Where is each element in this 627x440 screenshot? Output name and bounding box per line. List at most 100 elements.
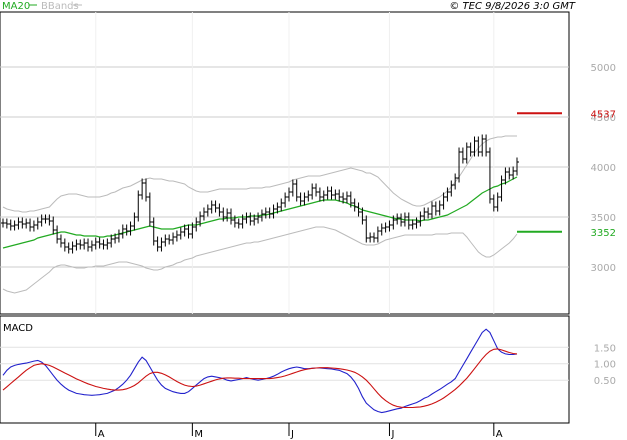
ohlc-bar — [24, 218, 29, 229]
ohlc-bar — [360, 207, 365, 225]
macd-grid — [0, 346, 569, 381]
ohlc-bar — [248, 212, 253, 226]
ohlc-bar — [35, 217, 40, 230]
ohlc-bar — [387, 220, 392, 232]
ohlc-bar — [86, 238, 91, 252]
ohlc-bar — [383, 222, 388, 233]
ohlc-bar — [341, 192, 346, 204]
ohlc-bar — [101, 239, 106, 250]
ohlc-bar — [314, 183, 319, 197]
ohlc-bar — [209, 200, 214, 214]
ohlc-bar — [174, 230, 179, 242]
ohlc-bar — [1, 218, 5, 228]
ohlc-bar — [306, 190, 311, 202]
ohlc-bar — [445, 187, 450, 202]
ohlc-bar — [429, 201, 434, 219]
ohlc-bar — [457, 147, 462, 183]
ohlc-bar — [472, 136, 477, 157]
ohlc-bar — [453, 173, 458, 190]
ohlc-bar — [356, 202, 361, 217]
ohlc-bar — [159, 237, 164, 252]
ohlc-bar — [511, 166, 516, 180]
ohlc-bar — [364, 215, 369, 243]
bband-upper-line — [2, 135, 517, 213]
ohlc-bar — [495, 192, 500, 212]
ohlc-bar — [499, 175, 504, 202]
ohlc-bar — [391, 215, 396, 230]
ohlc-bar — [480, 134, 485, 157]
x-tick-label: M — [194, 429, 203, 440]
price-grid — [0, 12, 569, 314]
ohlc-bar — [352, 198, 357, 212]
ohlc-bar — [194, 217, 199, 232]
x-tick-label: A — [98, 429, 105, 440]
macd-title: MACD — [3, 323, 33, 334]
ohlc-bar — [97, 237, 102, 249]
macd-lines — [2, 328, 518, 414]
ohlc-bar — [113, 233, 118, 244]
ohlc-bar — [426, 207, 431, 219]
ohlc-bar — [271, 204, 276, 219]
ohlc-bar — [93, 237, 98, 250]
ohlc-bar — [464, 142, 469, 164]
ohlc-bar — [503, 167, 508, 185]
ohlc-bar — [186, 224, 191, 239]
ohlc-bar — [43, 214, 48, 224]
ohlc-bar — [344, 191, 349, 204]
ohlc-bar — [198, 211, 203, 227]
ohlc-bar — [20, 217, 25, 229]
ohlc-bar — [263, 207, 268, 219]
price-y-tick-label: 4000 — [591, 163, 616, 174]
ohlc-bar — [372, 232, 377, 243]
ohlc-bar — [58, 234, 63, 248]
ohlc-bar — [460, 147, 465, 164]
ohlc-bar — [325, 186, 330, 200]
ohlc-bar — [333, 189, 338, 200]
ohlc-bar — [201, 207, 206, 221]
bbands — [2, 135, 518, 294]
ohlc-bar — [449, 180, 454, 197]
ohlc-bar — [294, 179, 299, 202]
ohlc-bar — [62, 238, 67, 252]
ohlc-bar — [437, 200, 442, 216]
ohlc-bar — [155, 236, 160, 252]
ohlc-bar — [410, 219, 415, 230]
ohlc-bar — [213, 200, 218, 213]
ohlc-bar — [286, 187, 291, 202]
ohlc-bar — [74, 239, 79, 251]
ohlc-bar — [395, 213, 400, 225]
ohlc-bar — [55, 225, 60, 244]
ohlc-bar — [178, 227, 183, 240]
ohlc-bar — [232, 215, 237, 228]
ohlc-bar — [221, 207, 226, 222]
ohlc-bar — [136, 190, 141, 222]
price-y-tick-label: 3000 — [591, 263, 616, 274]
ohlc-bar — [51, 216, 56, 235]
ohlc-bar — [298, 192, 303, 206]
ohlc-bar — [109, 234, 114, 248]
macd-y-tick-label: 1.50 — [594, 343, 616, 354]
price-y-tick-label: 5000 — [591, 63, 616, 74]
macd-panel-frame — [0, 315, 570, 424]
ohlc-bar — [78, 239, 83, 250]
ohlc-bar — [236, 218, 241, 229]
ohlc-bar — [12, 220, 17, 231]
price-levels: 4537 3352 — [517, 109, 616, 239]
ohlc-bar — [491, 194, 496, 212]
ohlc-bar — [317, 187, 322, 202]
ohlc-bar — [190, 222, 195, 239]
ohlc-bar — [321, 190, 326, 202]
resistance-label: 4537 — [591, 109, 616, 120]
macd-y-tick-label: 1.00 — [594, 360, 616, 371]
ohlc-bar — [515, 157, 519, 176]
ohlc-bar — [143, 178, 148, 202]
ohlc-bar — [418, 211, 423, 227]
ohlc-bar — [16, 217, 21, 230]
ohlc-bar — [163, 234, 168, 247]
legend-ma20: MA20 — [2, 1, 30, 12]
ohlc-bar — [329, 186, 334, 200]
macd-y-ticks: 0.50 1.00 1.50 — [594, 343, 616, 387]
ohlc-bar — [217, 203, 222, 217]
bband-lower-line — [2, 226, 518, 294]
